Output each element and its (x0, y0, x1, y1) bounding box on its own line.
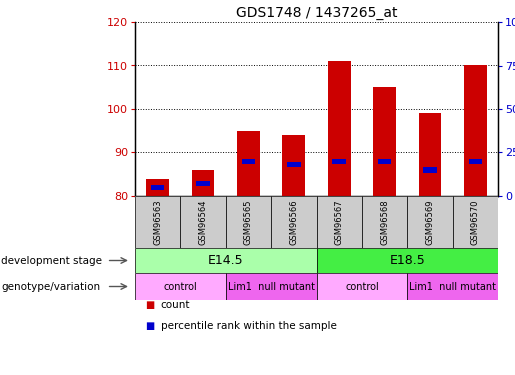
Text: E18.5: E18.5 (389, 254, 425, 267)
Text: Lim1  null mutant: Lim1 null mutant (409, 282, 496, 291)
Bar (453, 196, 498, 248)
Text: Lim1  null mutant: Lim1 null mutant (228, 282, 315, 291)
Bar (378, 159, 391, 164)
Text: ■: ■ (145, 321, 154, 331)
Bar (469, 159, 482, 164)
Bar (407, 273, 498, 300)
Bar (271, 196, 317, 248)
Bar (135, 273, 226, 300)
Text: GSM96567: GSM96567 (335, 199, 344, 245)
Bar (464, 66, 487, 196)
Bar (287, 162, 301, 167)
Text: count: count (161, 300, 190, 310)
Text: genotype/variation: genotype/variation (1, 282, 100, 291)
Bar (151, 185, 164, 190)
Text: GSM96570: GSM96570 (471, 199, 480, 245)
Bar (362, 196, 407, 248)
Text: GSM96565: GSM96565 (244, 199, 253, 245)
Bar (242, 159, 255, 164)
Bar (237, 131, 260, 196)
Text: GSM96568: GSM96568 (380, 199, 389, 245)
Text: GSM96563: GSM96563 (153, 199, 162, 245)
Bar (192, 170, 214, 196)
Bar (135, 196, 180, 248)
Bar (317, 248, 498, 273)
Text: ■: ■ (145, 300, 154, 310)
Text: GSM96566: GSM96566 (289, 199, 298, 245)
Text: GSM96569: GSM96569 (425, 199, 435, 245)
Bar (419, 113, 441, 196)
Bar (332, 159, 346, 164)
Bar (146, 178, 169, 196)
Text: control: control (345, 282, 379, 291)
Bar (226, 196, 271, 248)
Bar (135, 248, 317, 273)
Bar (282, 135, 305, 196)
Bar (226, 273, 317, 300)
Bar (373, 87, 396, 196)
Bar (407, 196, 453, 248)
Bar (423, 167, 437, 172)
Bar (180, 196, 226, 248)
Text: control: control (163, 282, 197, 291)
Bar (317, 273, 407, 300)
Bar (317, 196, 362, 248)
Title: GDS1748 / 1437265_at: GDS1748 / 1437265_at (236, 6, 397, 20)
Text: percentile rank within the sample: percentile rank within the sample (161, 321, 337, 331)
Bar (328, 61, 351, 196)
Bar (196, 181, 210, 186)
Text: E14.5: E14.5 (208, 254, 244, 267)
Text: GSM96564: GSM96564 (199, 199, 208, 245)
Text: development stage: development stage (1, 255, 102, 266)
